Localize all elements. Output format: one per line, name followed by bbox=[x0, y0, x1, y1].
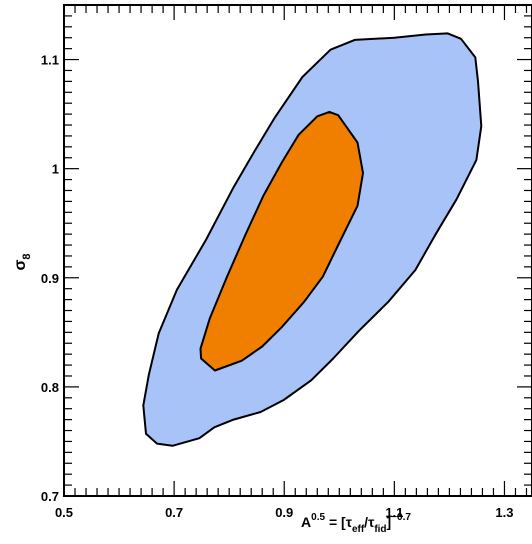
x-label-tau-fid: τ bbox=[368, 514, 375, 530]
x-tick-label: 1.1 bbox=[385, 505, 403, 520]
y-tick-label: 0.9 bbox=[41, 271, 59, 286]
x-label-exponent2: −0.7 bbox=[391, 512, 411, 523]
x-label-base: A bbox=[301, 514, 311, 530]
x-label-close: ] bbox=[387, 514, 392, 530]
x-label-equals: = [ bbox=[325, 514, 346, 530]
tick-layer: 0.5 0.7 0.9 1.1 1.30.70.80.911.1 bbox=[41, 4, 532, 520]
x-label-sub-fid: fid bbox=[374, 524, 386, 535]
contour-layer bbox=[142, 32, 483, 447]
x-tick-label: 0.9 bbox=[275, 505, 293, 520]
x-tick-label: 0.7 bbox=[165, 505, 183, 520]
y-axis-label: σ8 bbox=[12, 253, 33, 270]
y-label-sub: 8 bbox=[21, 253, 33, 259]
x-label-sub-eff: eff bbox=[352, 524, 365, 535]
x-label-exponent: 0.5 bbox=[311, 512, 325, 523]
y-label-sigma: σ bbox=[12, 260, 29, 271]
y-tick-label: 0.8 bbox=[41, 380, 59, 395]
x-tick-label: 0.5 bbox=[55, 505, 73, 520]
y-tick-label: 1 bbox=[52, 162, 59, 177]
x-axis-label: A0.5 = [τeff/τfid]−0.7 bbox=[301, 512, 411, 535]
inner-contour-region bbox=[199, 110, 364, 372]
x-tick-label: 1.3 bbox=[495, 505, 513, 520]
plot-frame bbox=[63, 4, 532, 497]
y-tick-label: 0.7 bbox=[41, 489, 59, 504]
x-label-slash: / bbox=[364, 514, 368, 530]
x-label-tau-eff: τ bbox=[346, 514, 353, 530]
y-tick-label: 1.1 bbox=[41, 53, 59, 68]
